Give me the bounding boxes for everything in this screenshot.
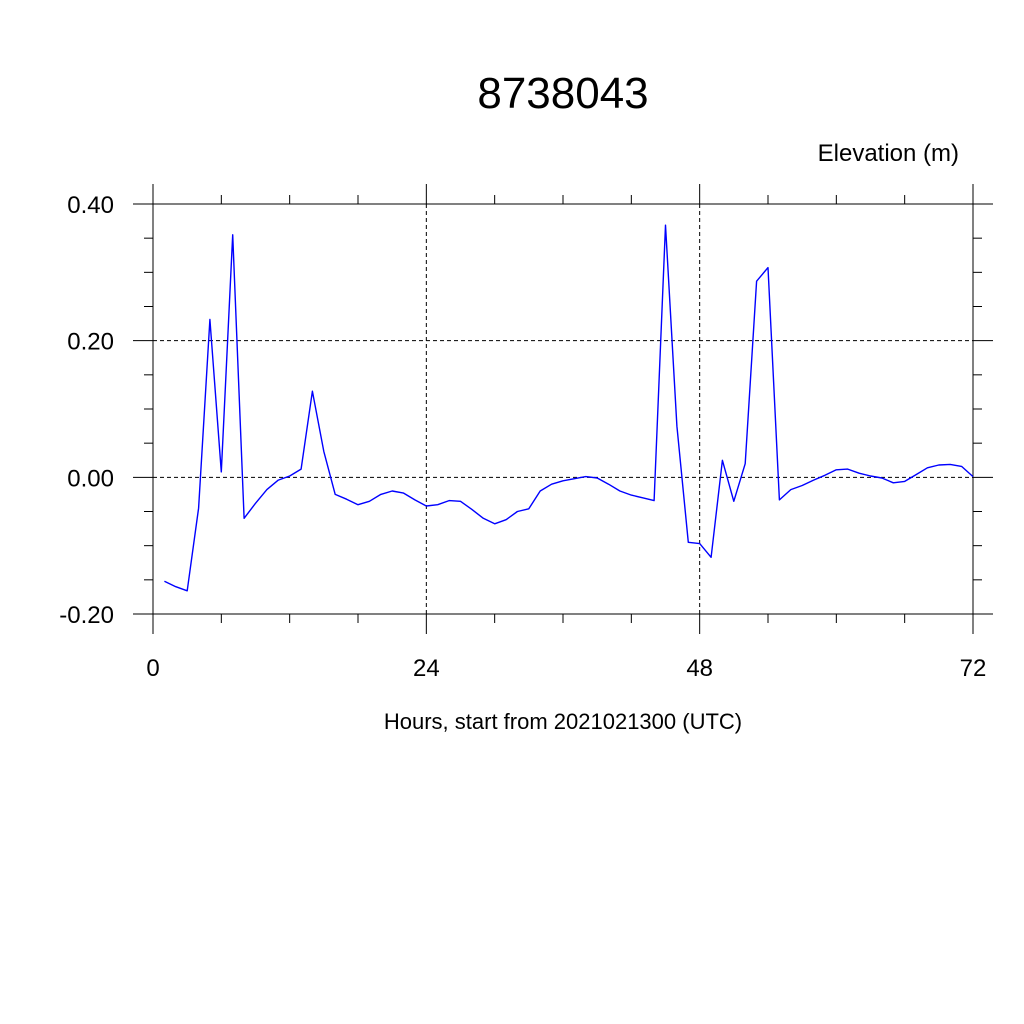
grid-lines — [153, 203, 973, 615]
x-tick-label: 72 — [960, 655, 987, 682]
y-tick-label: -0.20 — [59, 602, 114, 629]
x-tick-label: 0 — [146, 655, 159, 682]
y-tick-label: 0.20 — [67, 329, 114, 356]
axes — [133, 184, 993, 634]
x-tick-label: 24 — [413, 655, 440, 682]
axis-ticks: 0 24 48 72 -0.20 0.00 0.20 0.40 — [59, 184, 993, 682]
y-tick-label: 0.00 — [67, 465, 114, 492]
series-layer — [164, 224, 974, 592]
series-line-1 — [164, 224, 974, 592]
chart-title: 8738043 — [477, 69, 648, 118]
y-axis-label: Elevation (m) — [818, 140, 959, 167]
y-tick-label: 0.40 — [67, 192, 114, 219]
x-axis-label: Hours, start from 2021021300 (UTC) — [384, 709, 742, 734]
x-tick-label: 48 — [686, 655, 713, 682]
